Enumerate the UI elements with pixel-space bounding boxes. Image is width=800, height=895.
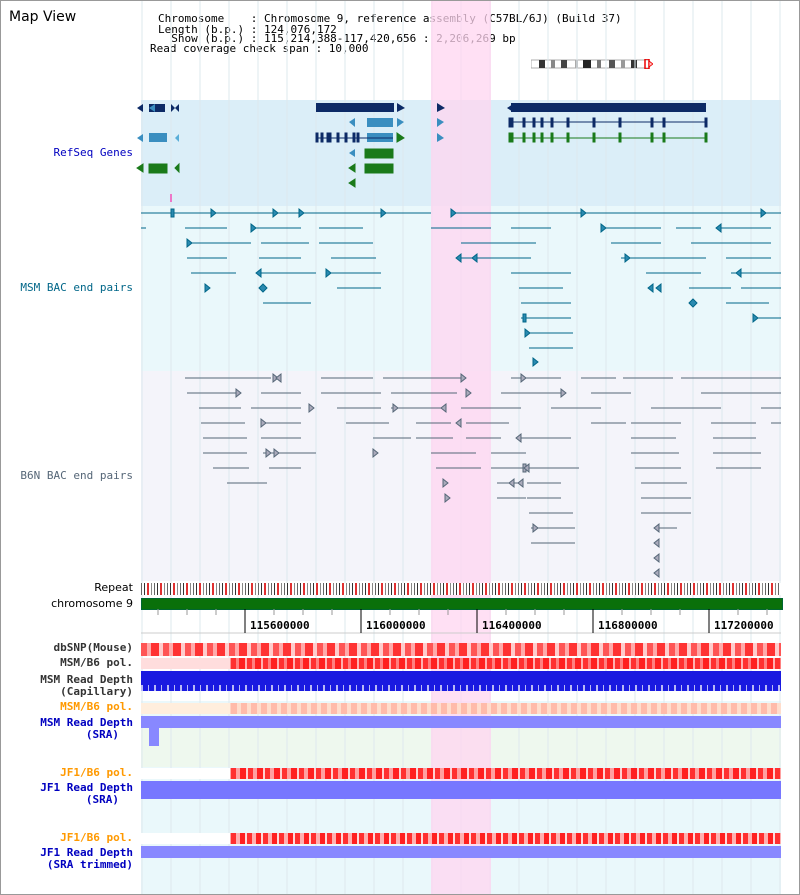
msm-bac-glyphs[interactable]: [141, 206, 781, 371]
jf1-depth-trimmed-sublabel: (SRA trimmed): [46, 858, 133, 871]
jf1-b6-pol-sra-label[interactable]: JF1/B6 pol.: [60, 766, 133, 779]
chromosome-track-label: chromosome 9: [51, 597, 133, 610]
ruler-tick-label: 117200000: [714, 619, 774, 632]
msm-depth-capillary-sublabel: (Capillary): [60, 685, 133, 698]
msm-b6-pol-capillary-label[interactable]: MSM/B6 pol.: [60, 656, 133, 669]
jf1-b6-pol-sra-track[interactable]: [141, 768, 781, 779]
b6n-bac-track-label[interactable]: B6N BAC end pairs: [20, 469, 133, 482]
msm-depth-sra-track[interactable]: [141, 716, 781, 746]
jf1-depth-sra-track[interactable]: [141, 781, 781, 799]
page-title: Map View: [9, 9, 77, 25]
selected-region-highlight[interactable]: [431, 1, 491, 894]
jf1-depth-trimmed-label[interactable]: JF1 Read Depth: [40, 846, 133, 859]
coverage-span-info: Read coverage check span : 10,000: [150, 42, 369, 55]
msm-b6-pol-sra-track[interactable]: [141, 703, 781, 714]
msm-b6-pol-capillary-track[interactable]: [141, 658, 781, 669]
ruler-tick-label: 116400000: [482, 619, 542, 632]
msm-b6-pol-sra-label[interactable]: MSM/B6 pol.: [60, 700, 133, 713]
chromosome-ideogram[interactable]: [530, 54, 654, 70]
jf1-depth-sra-sublabel: (SRA): [85, 793, 119, 806]
jf1-b6-pol-trimmed-label[interactable]: JF1/B6 pol.: [60, 831, 133, 844]
msm-depth-capillary-label[interactable]: MSM Read Depth: [40, 673, 133, 686]
jf1-depth-sra-label[interactable]: JF1 Read Depth: [40, 781, 133, 794]
ruler-tick-label: 116000000: [366, 619, 426, 632]
position-ruler: [141, 609, 781, 634]
b6n-bac-glyphs[interactable]: [141, 371, 781, 581]
msm-depth-sra-label[interactable]: MSM Read Depth: [40, 716, 133, 729]
msm-depth-capillary-track[interactable]: [141, 671, 781, 691]
length-info: Length (b.p.) : 124,076,172: [158, 23, 337, 36]
jf1-b6-pol-trimmed-track[interactable]: [141, 833, 781, 844]
repeat-track-label[interactable]: Repeat: [94, 581, 133, 594]
repeat-track[interactable]: [141, 583, 781, 595]
ruler-tick-label: 116800000: [598, 619, 658, 632]
msm-bac-track-label[interactable]: MSM BAC end pairs: [20, 281, 133, 294]
dbsnp-track[interactable]: [141, 643, 781, 656]
grid-lines: [141, 1, 781, 894]
refseq-gene-glyphs[interactable]: [131, 100, 791, 206]
ruler-tick-label: 115600000: [250, 619, 310, 632]
refseq-track-label[interactable]: RefSeq Genes: [53, 146, 133, 159]
dbsnp-track-label[interactable]: dbSNP(Mouse): [53, 641, 133, 654]
jf1-depth-trimmed-track[interactable]: [141, 846, 781, 858]
chromosome-bar[interactable]: [141, 598, 783, 610]
msm-depth-sra-sublabel: (SRA): [85, 728, 119, 741]
